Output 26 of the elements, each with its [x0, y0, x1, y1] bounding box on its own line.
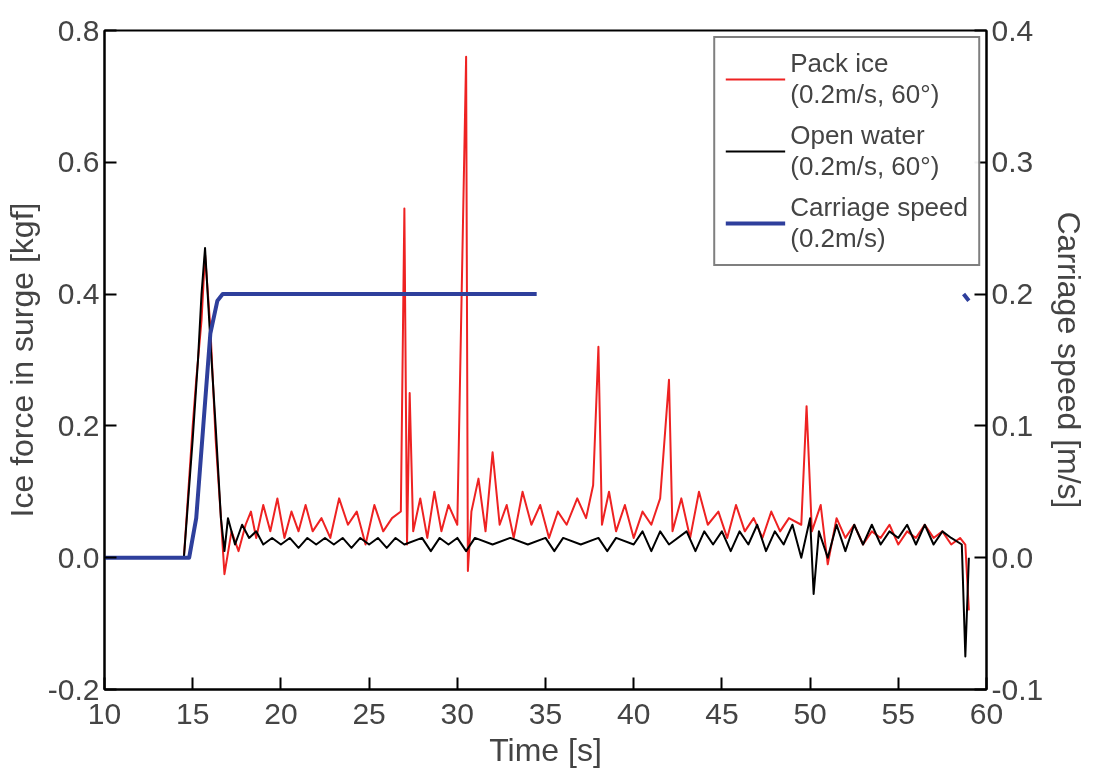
x-tick-label: 55	[881, 696, 915, 730]
x-tick-label: 15	[176, 696, 210, 730]
x-axis-title: Time [s]	[489, 731, 602, 768]
y2-tick-label: 0.1	[991, 408, 1034, 442]
x-tick-label: 20	[264, 696, 298, 730]
legend-label: Open water (0.2m/s, 60°)	[790, 120, 940, 182]
x-tick-label: 45	[705, 696, 739, 730]
y2-tick-label: 0.2	[991, 277, 1034, 311]
legend-label: Carriage speed (0.2m/s)	[790, 192, 968, 254]
y2-tick-label: 0.3	[991, 145, 1034, 179]
x-tick-label: 60	[969, 696, 1004, 730]
x-tick-label: 30	[440, 696, 474, 730]
y2-tick-label: 0.4	[991, 13, 1034, 47]
legend-label: Pack ice (0.2m/s, 60°)	[790, 48, 940, 110]
y-tick-label: 0.2	[57, 408, 100, 442]
y-tick-label: 0.6	[57, 145, 100, 179]
x-tick-label: 40	[617, 696, 651, 730]
y-tick-label: 0.0	[57, 540, 100, 574]
y-tick-label: 0.4	[57, 277, 100, 311]
y2-tick-label: 0.0	[991, 540, 1034, 574]
x-tick-label: 25	[352, 696, 386, 730]
y-axis-title: Ice force in surge [kgf]	[3, 202, 40, 518]
y2-axis-title: Carriage speed [m/s]	[1051, 211, 1088, 509]
x-tick-label: 35	[528, 696, 563, 730]
x-tick-label: 50	[793, 696, 827, 730]
y-tick-label: 0.8	[57, 13, 100, 47]
